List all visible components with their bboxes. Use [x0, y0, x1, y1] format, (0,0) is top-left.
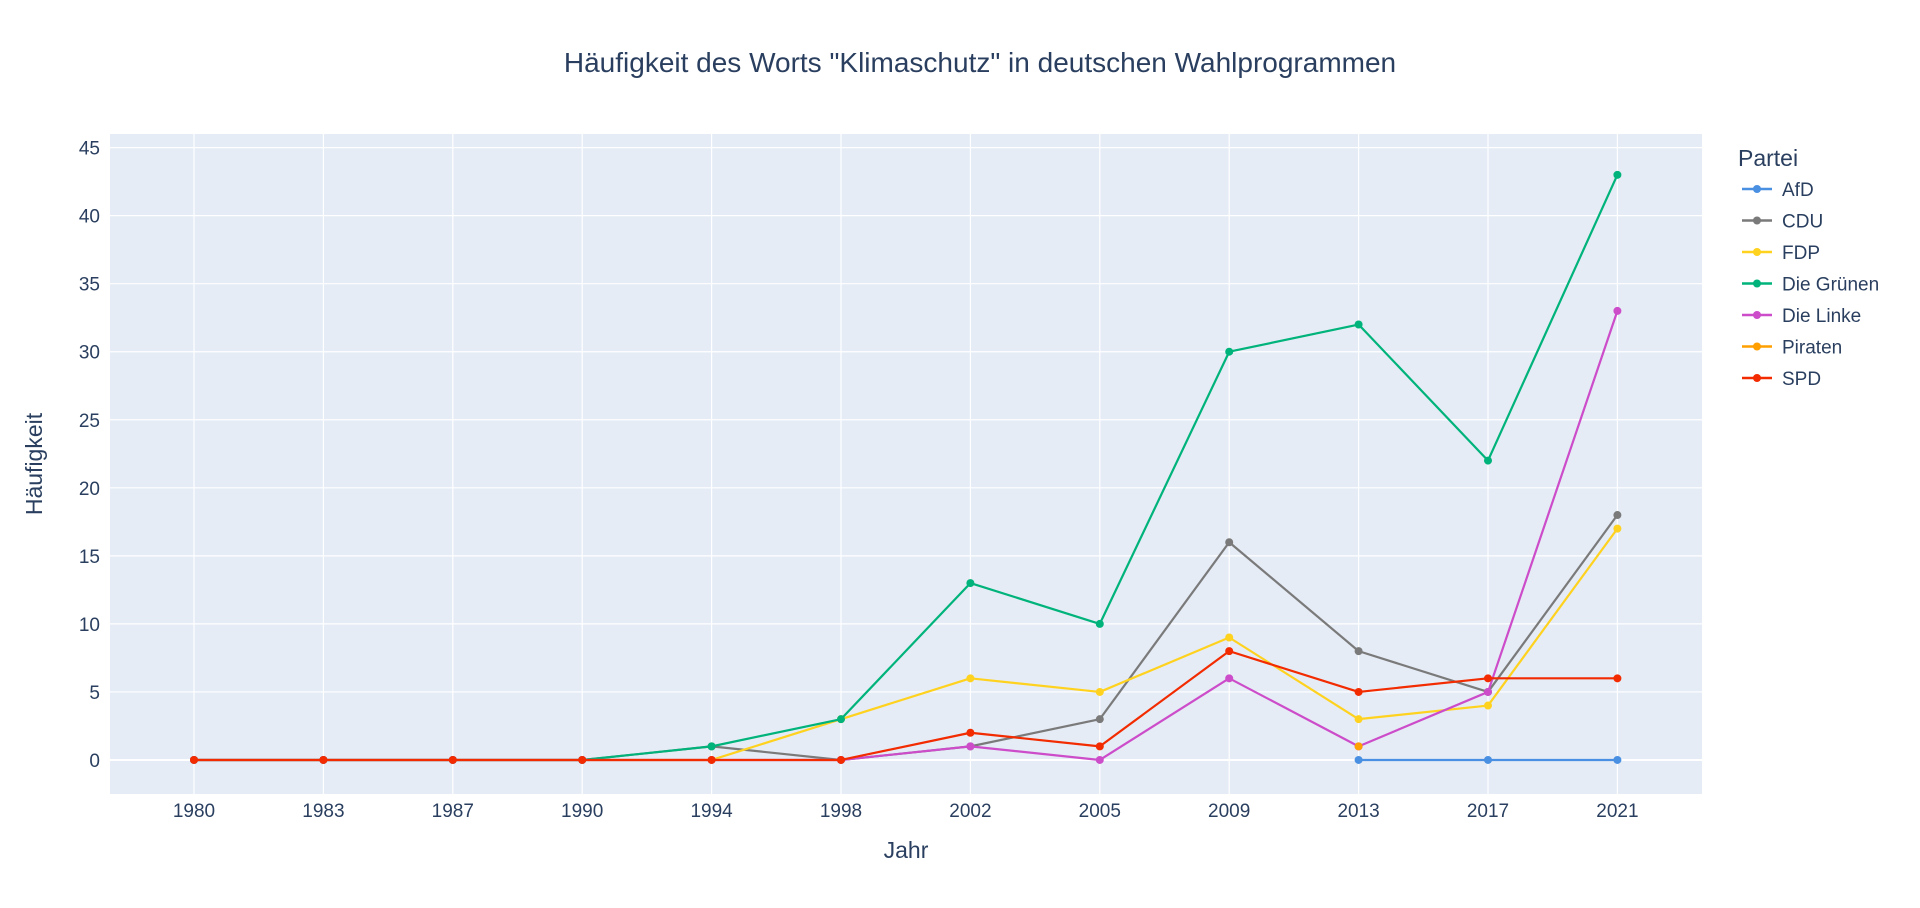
- legend-title: Partei: [1738, 145, 1798, 171]
- data-point[interactable]: [1613, 674, 1622, 683]
- data-point[interactable]: [1484, 456, 1492, 465]
- y-tick-label: 0: [89, 751, 100, 772]
- data-point[interactable]: [966, 579, 975, 588]
- data-point[interactable]: [837, 715, 845, 724]
- data-point[interactable]: [707, 742, 716, 751]
- legend-swatch-marker: [1753, 311, 1761, 319]
- series-afd: [1354, 755, 1622, 764]
- legend-label: Piraten: [1782, 338, 1842, 359]
- x-tick-label: 2021: [1596, 801, 1638, 822]
- y-tick-label: 15: [79, 547, 100, 568]
- series-line: [194, 650, 1618, 762]
- data-point[interactable]: [1484, 701, 1492, 710]
- legend-swatch-marker: [1753, 342, 1761, 351]
- y-tick-label: 20: [79, 479, 100, 500]
- data-point[interactable]: [578, 755, 587, 764]
- legend-item[interactable]: FDP: [1742, 243, 1820, 264]
- x-tick-label: 1990: [561, 801, 603, 822]
- legend-label: Die Grünen: [1782, 275, 1879, 296]
- data-point[interactable]: [1225, 538, 1234, 547]
- data-point[interactable]: [1095, 755, 1104, 764]
- x-tick-label: 1987: [432, 801, 474, 822]
- data-point[interactable]: [1225, 674, 1234, 683]
- y-tick-label: 5: [89, 683, 100, 704]
- data-point[interactable]: [1354, 320, 1363, 329]
- data-point[interactable]: [966, 728, 975, 737]
- data-point[interactable]: [448, 755, 457, 764]
- x-tick-label: 2017: [1467, 801, 1509, 822]
- data-point[interactable]: [1225, 347, 1234, 356]
- data-point[interactable]: [1354, 647, 1363, 656]
- data-point[interactable]: [1354, 687, 1363, 696]
- data-point[interactable]: [1613, 524, 1622, 533]
- y-tick-label: 40: [79, 207, 100, 228]
- legend-label: AfD: [1782, 180, 1814, 201]
- data-point[interactable]: [319, 755, 328, 764]
- data-point[interactable]: [1484, 674, 1492, 683]
- y-tick-label: 10: [79, 615, 100, 636]
- x-tick-label: 1983: [302, 801, 344, 822]
- data-point[interactable]: [1095, 715, 1104, 724]
- data-point[interactable]: [1613, 306, 1622, 315]
- legend-item[interactable]: Die Grünen: [1742, 275, 1879, 296]
- legend-label: FDP: [1782, 243, 1820, 264]
- x-tick-label: 2002: [949, 801, 991, 822]
- y-axis-ticks: 0 5 10 15 20 25 30 35 40 45: [79, 139, 100, 772]
- x-axis-ticks: 1980 1983 1987 1990 1994 1998 2002 2005 2009 2013…: [173, 801, 1639, 822]
- data-point[interactable]: [1484, 687, 1492, 696]
- legend[interactable]: Partei AfD CDU FDP Die Grünen Die Linke Pirat…: [1738, 145, 1879, 390]
- legend-item[interactable]: Piraten: [1742, 338, 1842, 359]
- x-tick-label: 2013: [1337, 801, 1379, 822]
- data-point[interactable]: [1354, 755, 1363, 764]
- data-point[interactable]: [966, 742, 975, 751]
- data-point[interactable]: [1095, 619, 1104, 628]
- legend-swatch-marker: [1753, 374, 1761, 382]
- legend-swatch-marker: [1753, 185, 1761, 193]
- data-point[interactable]: [1613, 511, 1622, 520]
- x-tick-label: 1980: [173, 801, 215, 822]
- data-point[interactable]: [837, 755, 845, 764]
- data-point[interactable]: [1095, 687, 1104, 696]
- data-point[interactable]: [966, 674, 975, 683]
- legend-item[interactable]: SPD: [1742, 369, 1821, 390]
- x-tick-label: 2009: [1208, 801, 1250, 822]
- y-tick-label: 35: [79, 275, 100, 296]
- y-axis-label: Häufigkeit: [21, 412, 47, 515]
- data-point[interactable]: [190, 755, 198, 764]
- data-point[interactable]: [1225, 633, 1234, 642]
- legend-swatch-marker: [1753, 248, 1761, 256]
- data-point[interactable]: [1613, 755, 1622, 764]
- legend-label: SPD: [1782, 369, 1821, 390]
- x-tick-label: 1994: [690, 801, 733, 822]
- x-axis-label: Jahr: [884, 837, 929, 863]
- x-tick-label: 1998: [820, 801, 862, 822]
- data-point[interactable]: [1613, 170, 1622, 179]
- series-piraten: [1354, 742, 1363, 751]
- x-tick-label: 2005: [1079, 801, 1121, 822]
- legend-swatch-marker: [1753, 279, 1761, 288]
- y-tick-label: 45: [79, 139, 100, 160]
- data-point[interactable]: [1354, 742, 1363, 751]
- data-point[interactable]: [1354, 715, 1363, 724]
- legend-swatch-marker: [1753, 216, 1761, 225]
- data-point[interactable]: [1484, 755, 1492, 764]
- legend-item[interactable]: Die Linke: [1742, 306, 1861, 327]
- series-lines: [190, 170, 1622, 764]
- legend-item[interactable]: AfD: [1742, 180, 1814, 201]
- data-point[interactable]: [1095, 742, 1104, 751]
- y-tick-label: 25: [79, 411, 100, 432]
- plot-area: [110, 134, 1702, 794]
- chart-title: Häufigkeit des Worts "Klimaschutz" in de…: [564, 47, 1396, 78]
- legend-label: Die Linke: [1782, 306, 1861, 327]
- y-tick-label: 30: [79, 343, 100, 364]
- legend-item[interactable]: CDU: [1742, 212, 1823, 233]
- data-point[interactable]: [707, 755, 716, 764]
- legend-label: CDU: [1782, 212, 1823, 233]
- series-spd: [190, 647, 1622, 764]
- data-point[interactable]: [1225, 647, 1234, 656]
